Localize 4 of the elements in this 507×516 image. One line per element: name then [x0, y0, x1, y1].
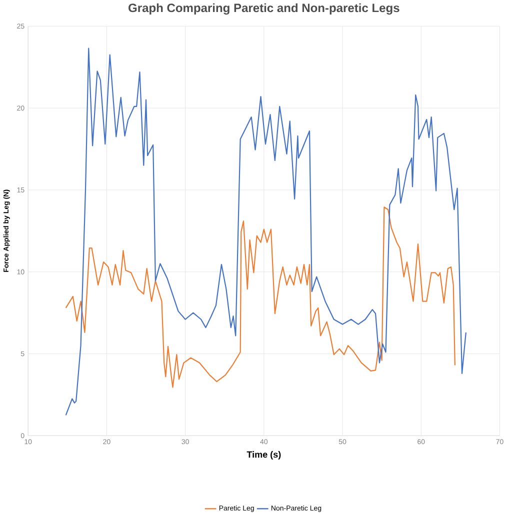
- chart-title: Graph Comparing Paretic and Non-paretic Legs: [128, 3, 400, 15]
- x-axis-title: Time (s): [246, 451, 281, 460]
- line-series: [65, 206, 456, 388]
- line-series: [65, 48, 466, 416]
